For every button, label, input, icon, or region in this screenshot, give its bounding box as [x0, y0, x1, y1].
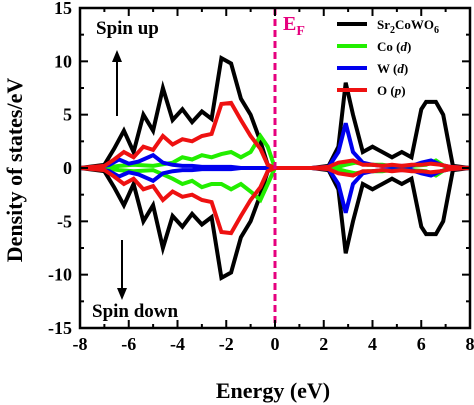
x-tick-label: 6	[417, 334, 426, 354]
x-tick-label: -2	[219, 334, 234, 354]
x-tick-label: 0	[271, 334, 280, 354]
y-tick-label: -10	[48, 265, 72, 285]
y-tick-label: 5	[63, 105, 72, 125]
x-axis-label: Energy (eV)	[216, 378, 330, 403]
legend-label: W (d)	[377, 61, 408, 76]
annotations: Spin up Spin down	[92, 18, 179, 322]
y-tick-label: 15	[54, 0, 72, 18]
spin-down-arrowhead	[117, 288, 127, 300]
y-axis-label: Density of states/eV	[2, 78, 27, 263]
y-tick-label: 0	[63, 158, 72, 178]
legend-label: O (p)	[377, 83, 406, 98]
x-tick-label: -6	[121, 334, 136, 354]
y-tick-label: 10	[54, 51, 72, 71]
spin-up-label: Spin up	[96, 18, 159, 39]
x-tick-label: -4	[170, 334, 185, 354]
legend: Sr2CoWO6 Co (d) W (d) O (p)	[337, 17, 439, 98]
legend-label: Sr2CoWO6	[377, 17, 439, 36]
x-tick-label: 8	[466, 334, 474, 354]
spin-down-label: Spin down	[92, 301, 179, 322]
axes-layer: -8 -6 -4 -2 0 2 4 6 8 -15 -10 -5 0 5 10 15	[48, 0, 474, 354]
series-3-down-line	[79, 166, 471, 236]
y-tick-label: -15	[48, 318, 72, 338]
spin-up-arrowhead	[112, 50, 122, 62]
series-3-up-line	[79, 100, 471, 170]
x-tick-label: -8	[73, 334, 88, 354]
x-tick-label: 4	[368, 334, 377, 354]
fermi-level-label: EF	[283, 13, 305, 39]
legend-label: Co (d)	[377, 39, 411, 54]
x-tick-label: 2	[319, 334, 328, 354]
series-layer	[79, 54, 471, 282]
y-tick-label: -5	[57, 211, 72, 231]
